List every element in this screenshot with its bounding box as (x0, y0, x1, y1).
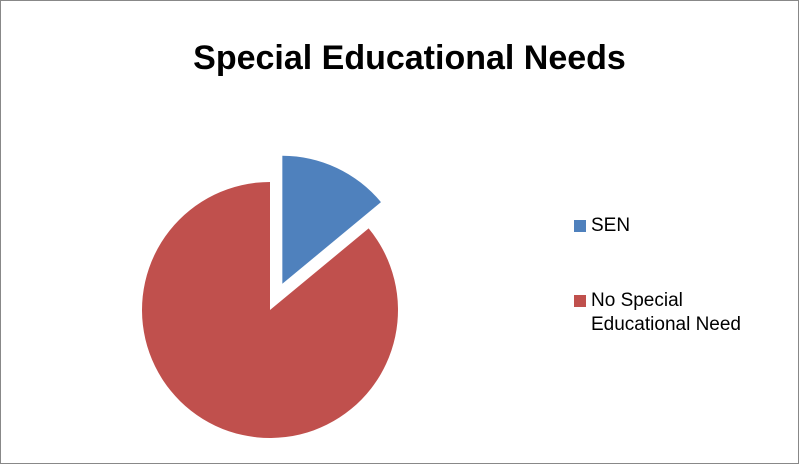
legend-swatch (574, 220, 586, 232)
legend-label: No Special Educational Need (591, 290, 741, 335)
legend-label: SEN (591, 215, 631, 236)
legend-swatch (574, 295, 586, 307)
pie-slice-no-special-educational-need (142, 182, 399, 438)
legend-item: SEN (574, 214, 791, 238)
chart-title: Special Educational Needs (193, 39, 626, 77)
legend-item: No Special Educational Need (574, 289, 741, 337)
pie-slice-sen (282, 155, 381, 284)
